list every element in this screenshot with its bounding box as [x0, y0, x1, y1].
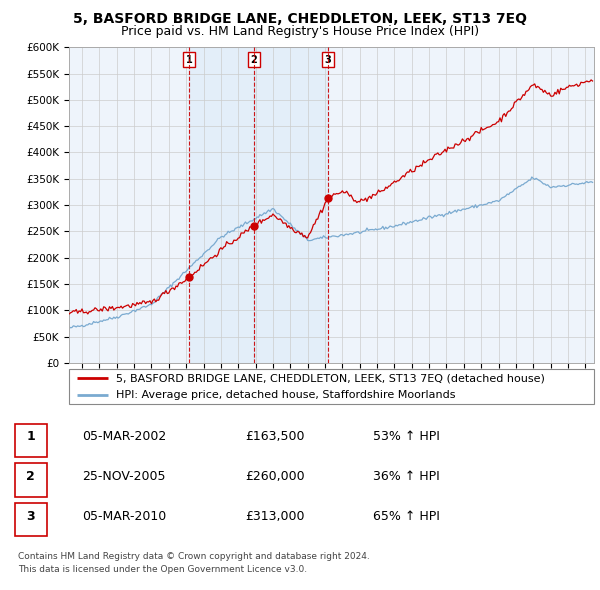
Text: £313,000: £313,000	[245, 510, 304, 523]
Text: 2: 2	[250, 55, 257, 65]
Text: 2: 2	[26, 470, 35, 483]
Bar	[189, 47, 254, 363]
Text: HPI: Average price, detached house, Staffordshire Moorlands: HPI: Average price, detached house, Staf…	[116, 389, 456, 399]
Text: This data is licensed under the Open Government Licence v3.0.: This data is licensed under the Open Gov…	[18, 565, 307, 574]
Text: Price paid vs. HM Land Registry's House Price Index (HPI): Price paid vs. HM Land Registry's House …	[121, 25, 479, 38]
FancyBboxPatch shape	[69, 369, 594, 404]
FancyBboxPatch shape	[15, 503, 47, 536]
Text: 05-MAR-2010: 05-MAR-2010	[82, 510, 166, 523]
Text: 3: 3	[26, 510, 35, 523]
Text: 25-NOV-2005: 25-NOV-2005	[82, 470, 166, 483]
Text: Contains HM Land Registry data © Crown copyright and database right 2024.: Contains HM Land Registry data © Crown c…	[18, 552, 370, 560]
Text: £163,500: £163,500	[245, 430, 304, 444]
Text: 1: 1	[26, 430, 35, 444]
Text: 05-MAR-2002: 05-MAR-2002	[82, 430, 166, 444]
FancyBboxPatch shape	[15, 424, 47, 457]
Text: £260,000: £260,000	[245, 470, 304, 483]
Text: 36% ↑ HPI: 36% ↑ HPI	[373, 470, 440, 483]
FancyBboxPatch shape	[15, 464, 47, 497]
Bar	[254, 47, 328, 363]
Text: 3: 3	[325, 55, 331, 65]
Text: 53% ↑ HPI: 53% ↑ HPI	[373, 430, 440, 444]
Text: 5, BASFORD BRIDGE LANE, CHEDDLETON, LEEK, ST13 7EQ (detached house): 5, BASFORD BRIDGE LANE, CHEDDLETON, LEEK…	[116, 373, 545, 384]
Text: 1: 1	[186, 55, 193, 65]
Text: 65% ↑ HPI: 65% ↑ HPI	[373, 510, 440, 523]
Text: 5, BASFORD BRIDGE LANE, CHEDDLETON, LEEK, ST13 7EQ: 5, BASFORD BRIDGE LANE, CHEDDLETON, LEEK…	[73, 12, 527, 26]
